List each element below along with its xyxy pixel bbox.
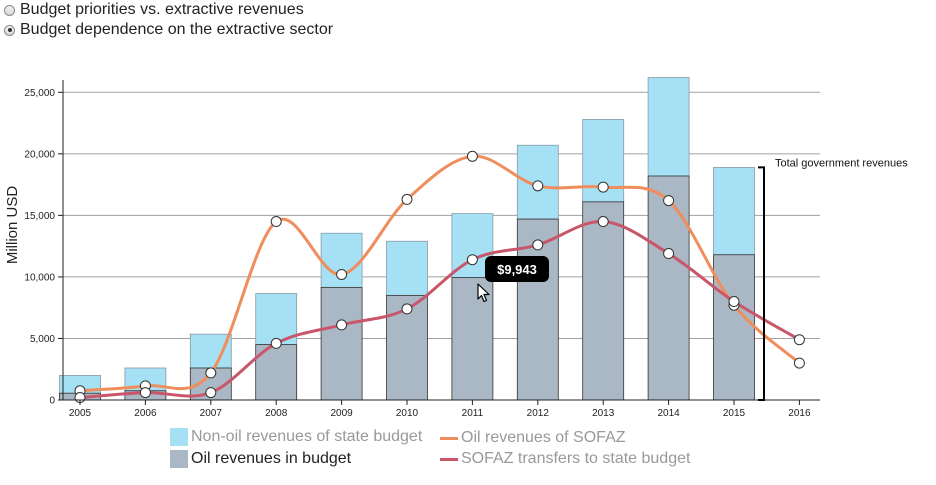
x-tick-label: 2008 bbox=[265, 408, 288, 419]
point-sofaz-transfer-2014[interactable] bbox=[663, 248, 675, 260]
y-tick-label: 20,000 bbox=[24, 149, 55, 160]
legend-swatch bbox=[170, 450, 188, 468]
line-sofaz-oil-revenues[interactable] bbox=[79, 154, 801, 393]
x-tick-label: 2007 bbox=[200, 408, 223, 419]
bar-non-oil-2014[interactable] bbox=[647, 77, 690, 177]
y-axis-title: Million USD bbox=[4, 186, 21, 265]
radio-label: Budget dependence on the extractive sect… bbox=[20, 21, 334, 38]
point-sofaz-transfer-2006[interactable] bbox=[139, 387, 151, 399]
point-sofaz-transfer-2011[interactable] bbox=[466, 254, 478, 266]
point-sofaz-transfer-2007[interactable] bbox=[205, 387, 217, 399]
point-sofaz-transfer-2008[interactable] bbox=[270, 337, 282, 349]
radio-option-budget-priorities[interactable]: Budget priorities vs. extractive revenue… bbox=[4, 1, 304, 19]
bar-oil-budget-2014[interactable] bbox=[647, 175, 690, 401]
legend-label: SOFAZ transfers to state budget bbox=[461, 450, 691, 467]
axes: 0 5,000 10,000 15,000 20,000 25,000 Million US… bbox=[4, 80, 820, 419]
radio-label: Budget priorities vs. extractive revenue… bbox=[20, 1, 304, 18]
annotation-bracket: Total government revenues bbox=[758, 157, 908, 401]
y-tick-label: 25,000 bbox=[24, 88, 55, 99]
x-tick-label: 2010 bbox=[396, 408, 419, 419]
legend-label: Non-oil revenues of state budget bbox=[191, 428, 423, 445]
point-sofaz-transfer-2015[interactable] bbox=[728, 296, 740, 308]
radio-option-budget-dependence[interactable]: Budget dependence on the extractive sect… bbox=[4, 21, 333, 39]
value-tooltip: $9,943 bbox=[485, 256, 549, 282]
point-sofaz-transfer-2016[interactable] bbox=[793, 334, 805, 346]
x-tick-label: 2009 bbox=[330, 408, 353, 419]
bars-layer bbox=[59, 77, 755, 401]
points-layer bbox=[74, 150, 805, 404]
legend-label: Oil revenues in budget bbox=[191, 450, 352, 467]
bar-oil-budget-2013[interactable] bbox=[582, 201, 625, 401]
bracket-line bbox=[758, 166, 765, 401]
revenue-chart: 0 5,000 10,000 15,000 20,000 25,000 Million US… bbox=[4, 77, 908, 419]
y-tick-label: 10,000 bbox=[24, 272, 55, 283]
mouse-pointer-icon bbox=[477, 283, 490, 303]
point-sofaz-oil-2012[interactable] bbox=[532, 180, 544, 192]
radio-button-checked[interactable] bbox=[4, 24, 15, 36]
annotation-label: Total government revenues bbox=[775, 157, 908, 169]
bar-non-oil-2010[interactable] bbox=[386, 240, 428, 296]
x-tick-label: 2015 bbox=[723, 408, 746, 419]
point-sofaz-oil-2009[interactable] bbox=[336, 268, 348, 280]
legend-label: Oil revenues of SOFAZ bbox=[461, 429, 626, 446]
legend-swatch bbox=[440, 436, 458, 440]
point-sofaz-transfer-2010[interactable] bbox=[401, 303, 413, 315]
y-tick-label: 0 bbox=[49, 396, 55, 407]
bar-non-oil-2015[interactable] bbox=[713, 166, 755, 256]
point-sofaz-oil-2007[interactable] bbox=[205, 367, 217, 379]
point-sofaz-transfer-2012[interactable] bbox=[532, 239, 544, 251]
x-tick-label: 2016 bbox=[788, 408, 811, 419]
point-sofaz-oil-2016[interactable] bbox=[793, 357, 805, 369]
legend-item-sofaz-transfers[interactable]: SOFAZ transfers to state budget bbox=[440, 450, 690, 468]
point-sofaz-oil-2014[interactable] bbox=[663, 195, 675, 207]
legend: Non-oil revenues of state budget Oil rev… bbox=[170, 428, 730, 472]
point-sofaz-transfer-2013[interactable] bbox=[597, 216, 609, 228]
legend-swatch bbox=[440, 457, 458, 461]
point-sofaz-transfer-2009[interactable] bbox=[336, 319, 348, 331]
x-tick-label: 2014 bbox=[657, 408, 680, 419]
bar-oil-budget-2015[interactable] bbox=[713, 254, 755, 401]
point-sofaz-oil-2011[interactable] bbox=[466, 150, 478, 162]
legend-item-non-oil[interactable]: Non-oil revenues of state budget bbox=[170, 428, 422, 446]
x-tick-label: 2006 bbox=[134, 408, 157, 419]
y-tick-label: 5,000 bbox=[30, 334, 55, 345]
x-tick-label: 2013 bbox=[592, 408, 615, 419]
gridlines bbox=[63, 91, 820, 339]
x-tick-label: 2011 bbox=[462, 408, 484, 419]
point-sofaz-oil-2008[interactable] bbox=[270, 216, 282, 228]
legend-item-oil-budget[interactable]: Oil revenues in budget bbox=[170, 450, 351, 468]
bar-oil-budget-2009[interactable] bbox=[320, 286, 363, 401]
line-sofaz-transfers[interactable] bbox=[79, 220, 801, 400]
x-tick-label: 2005 bbox=[69, 408, 92, 419]
legend-item-sofaz-oil[interactable]: Oil revenues of SOFAZ bbox=[440, 429, 626, 447]
bar-non-oil-2007[interactable] bbox=[189, 333, 232, 369]
legend-swatch bbox=[170, 428, 188, 446]
point-sofaz-oil-2013[interactable] bbox=[597, 181, 609, 193]
x-tick-label: 2012 bbox=[527, 408, 550, 419]
point-sofaz-oil-2010[interactable] bbox=[401, 193, 413, 205]
radio-button-unchecked[interactable] bbox=[4, 4, 15, 16]
y-tick-label: 15,000 bbox=[24, 211, 55, 222]
